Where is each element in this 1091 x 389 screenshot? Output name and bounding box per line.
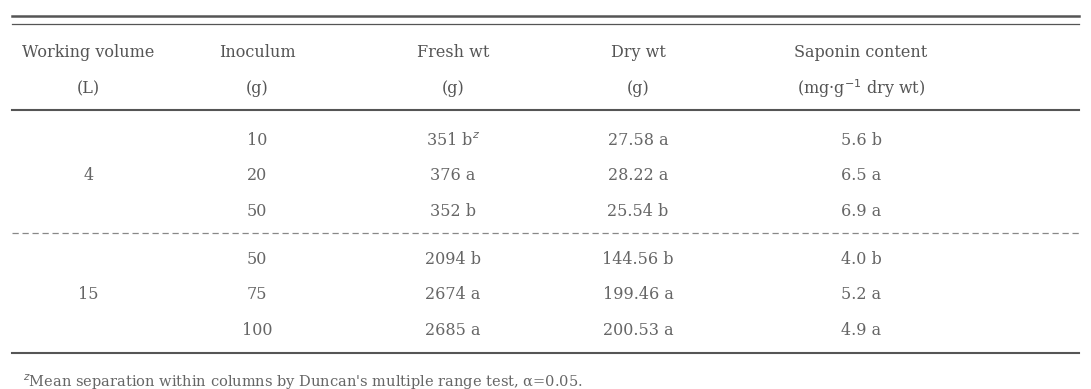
Text: (g): (g) [626, 80, 649, 97]
Text: 351 b$^z$: 351 b$^z$ [425, 131, 480, 149]
Text: 15: 15 [79, 286, 98, 303]
Text: (L): (L) [76, 80, 100, 97]
Text: 50: 50 [247, 203, 267, 220]
Text: 6.9 a: 6.9 a [841, 203, 882, 220]
Text: 75: 75 [247, 286, 267, 303]
Text: 50: 50 [247, 251, 267, 268]
Text: 5.2 a: 5.2 a [841, 286, 882, 303]
Text: 28.22 a: 28.22 a [608, 167, 668, 184]
Text: 25.54 b: 25.54 b [608, 203, 669, 220]
Text: 2094 b: 2094 b [425, 251, 481, 268]
Text: Dry wt: Dry wt [611, 44, 666, 61]
Text: (mg·g$^{-1}$ dry wt): (mg·g$^{-1}$ dry wt) [796, 77, 925, 100]
Text: 199.46 a: 199.46 a [602, 286, 673, 303]
Text: 20: 20 [247, 167, 267, 184]
Text: 200.53 a: 200.53 a [602, 322, 673, 339]
Text: 10: 10 [247, 131, 267, 149]
Text: 376 a: 376 a [430, 167, 476, 184]
Text: 6.5 a: 6.5 a [841, 167, 882, 184]
Text: (g): (g) [442, 80, 465, 97]
Text: Inoculum: Inoculum [219, 44, 296, 61]
Text: 5.6 b: 5.6 b [840, 131, 882, 149]
Text: 4.0 b: 4.0 b [841, 251, 882, 268]
Text: 2674 a: 2674 a [425, 286, 481, 303]
Text: Saponin content: Saponin content [794, 44, 927, 61]
Text: 100: 100 [242, 322, 273, 339]
Text: 27.58 a: 27.58 a [608, 131, 669, 149]
Text: 4.9 a: 4.9 a [841, 322, 882, 339]
Text: 4: 4 [83, 167, 94, 184]
Text: $^z$Mean separation within columns by Duncan's multiple range test, α=0.05.: $^z$Mean separation within columns by Du… [23, 372, 583, 389]
Text: 2685 a: 2685 a [425, 322, 481, 339]
Text: Fresh wt: Fresh wt [417, 44, 489, 61]
Text: (g): (g) [245, 80, 268, 97]
Text: 352 b: 352 b [430, 203, 476, 220]
Text: Working volume: Working volume [22, 44, 155, 61]
Text: 144.56 b: 144.56 b [602, 251, 674, 268]
